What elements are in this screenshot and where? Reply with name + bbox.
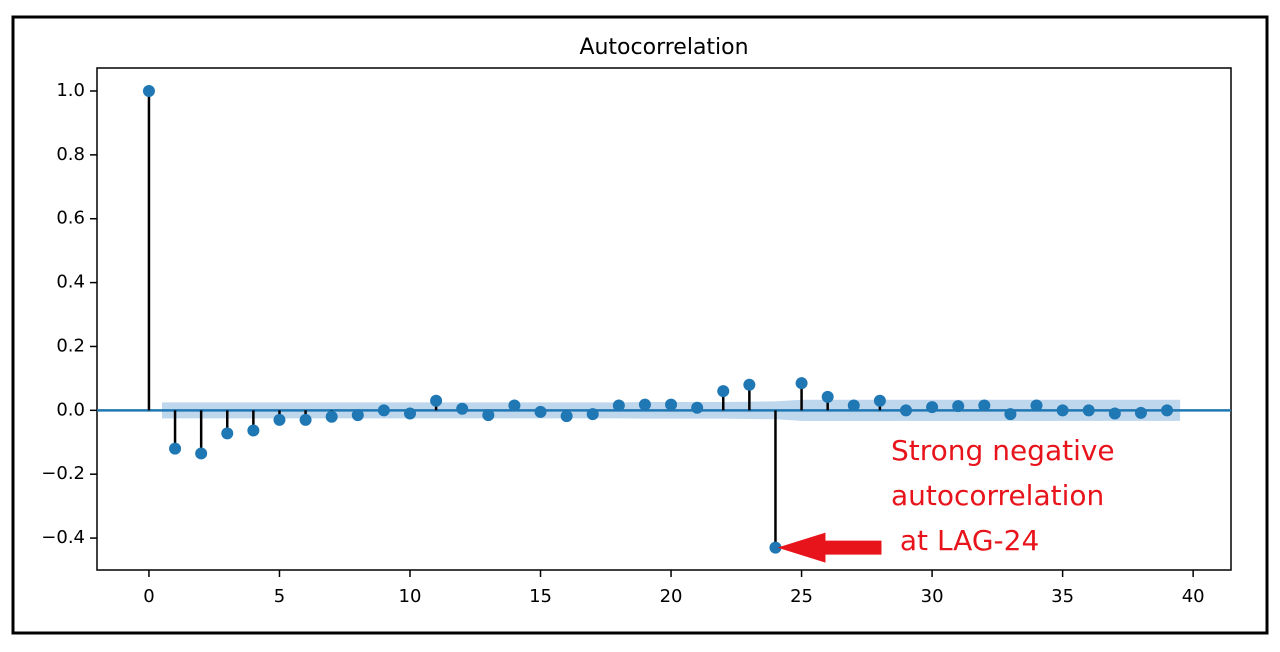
marker — [169, 442, 182, 455]
x-tick-label: 25 — [790, 586, 813, 607]
marker — [795, 377, 808, 390]
marker — [717, 385, 730, 398]
annotation-text: at LAG-24 — [891, 524, 1039, 557]
marker — [665, 398, 678, 411]
marker — [1108, 407, 1121, 420]
marker — [638, 398, 651, 411]
marker — [952, 400, 965, 413]
x-tick-label: 40 — [1182, 586, 1205, 607]
marker — [873, 394, 886, 407]
marker — [142, 84, 155, 97]
marker — [377, 404, 390, 417]
y-tick-label: 0.6 — [56, 208, 85, 229]
marker — [1030, 399, 1043, 412]
y-tick-label: −0.4 — [41, 527, 85, 548]
marker — [612, 399, 625, 412]
marker — [847, 399, 860, 412]
marker — [560, 410, 573, 423]
marker — [1004, 408, 1017, 421]
marker — [1082, 404, 1095, 417]
marker — [456, 402, 469, 415]
annotation-text: autocorrelation — [891, 479, 1104, 512]
y-tick-label: 0.8 — [56, 144, 85, 165]
x-tick-label: 30 — [921, 586, 944, 607]
marker — [534, 405, 547, 418]
marker — [1161, 404, 1174, 417]
marker — [926, 401, 939, 414]
marker — [978, 399, 991, 412]
plot-frame — [96, 67, 1232, 571]
marker — [403, 407, 416, 420]
y-tick-label: 0.2 — [56, 335, 85, 356]
marker — [482, 409, 495, 422]
marker — [273, 413, 286, 426]
y-tick-label: 1.0 — [56, 80, 85, 101]
marker — [1134, 406, 1147, 419]
x-tick-label: 15 — [529, 586, 552, 607]
marker — [508, 399, 521, 412]
x-tick-label: 0 — [143, 586, 154, 607]
x-tick-label: 5 — [274, 586, 285, 607]
marker — [691, 401, 704, 414]
marker — [195, 447, 208, 460]
outer-frame — [11, 15, 1269, 635]
marker — [1056, 404, 1069, 417]
y-tick-label: 0.4 — [56, 272, 85, 293]
annotation-arrow — [777, 532, 882, 563]
y-tick-label: −0.2 — [41, 463, 85, 484]
x-tick-label: 35 — [1051, 586, 1074, 607]
marker — [325, 410, 338, 423]
marker — [743, 378, 756, 391]
marker — [247, 424, 260, 437]
x-tick-label: 20 — [660, 586, 683, 607]
x-tick-label: 10 — [399, 586, 422, 607]
marker — [821, 390, 834, 403]
marker — [351, 409, 364, 422]
marker — [221, 427, 234, 440]
marker — [586, 408, 599, 421]
annotation-text: Strong negative — [891, 434, 1115, 467]
marker — [899, 404, 912, 417]
marker — [430, 394, 443, 407]
marker — [299, 413, 312, 426]
marker — [769, 541, 782, 554]
y-tick-label: 0.0 — [56, 399, 85, 420]
chart-title: Autocorrelation — [579, 35, 748, 60]
